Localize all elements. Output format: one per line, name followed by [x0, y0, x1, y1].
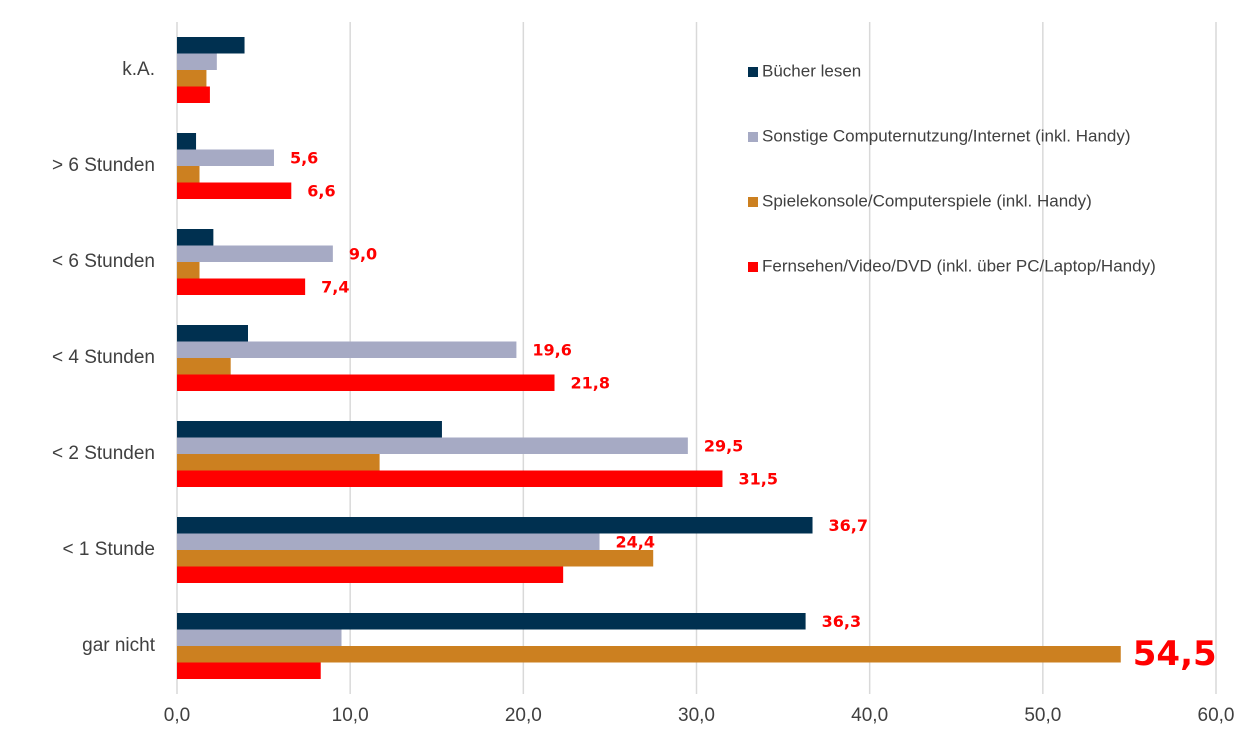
y-tick-label: < 4 Stunden	[52, 347, 155, 368]
data-label: 19,6	[532, 340, 571, 359]
data-label: 31,5	[738, 469, 777, 488]
bar	[177, 646, 1121, 663]
legend-label: Bücher lesen	[762, 61, 861, 80]
y-tick-label: > 6 Stunden	[52, 155, 155, 176]
data-label: 7,4	[321, 277, 349, 296]
y-tick-label: < 2 Stunden	[52, 443, 155, 464]
bar	[177, 166, 200, 183]
bar	[177, 149, 274, 166]
data-label: 29,5	[704, 436, 743, 455]
bar	[177, 133, 197, 150]
bar	[177, 662, 321, 679]
y-tick-label: < 1 Stunde	[63, 539, 155, 560]
bar	[177, 70, 207, 87]
bar	[177, 374, 555, 391]
bar	[177, 421, 442, 438]
bar	[177, 37, 245, 54]
legend-label: Fernsehen/Video/DVD (inkl. über PC/Lapto…	[762, 256, 1156, 275]
bar	[177, 245, 333, 262]
data-label: 54,5	[1133, 634, 1217, 674]
legend-swatch	[748, 132, 758, 142]
bar	[177, 53, 217, 70]
x-tick-label: 50,0	[1024, 705, 1061, 726]
bar	[177, 262, 200, 279]
legend-swatch	[748, 197, 758, 207]
legend-label: Sonstige Computernutzung/Internet (inkl.…	[762, 126, 1131, 145]
bar	[177, 517, 813, 534]
x-tick-label: 20,0	[505, 705, 542, 726]
bar	[177, 341, 517, 358]
bar	[177, 470, 723, 487]
data-label: 5,6	[290, 148, 318, 167]
data-label: 24,4	[616, 532, 655, 551]
bar	[177, 533, 600, 550]
x-tick-label: 30,0	[678, 705, 715, 726]
bar	[177, 454, 380, 471]
y-tick-label: < 6 Stunden	[52, 251, 155, 272]
bar	[177, 613, 806, 630]
data-label: 21,8	[571, 373, 610, 392]
bar	[177, 358, 231, 375]
legend-swatch	[748, 67, 758, 77]
bar	[177, 182, 292, 199]
x-tick-label: 0,0	[164, 705, 190, 726]
y-tick-label: gar nicht	[82, 635, 156, 656]
bar	[177, 629, 342, 646]
data-label: 6,6	[307, 181, 335, 200]
bar	[177, 566, 564, 583]
bar	[177, 86, 210, 103]
bar	[177, 325, 248, 342]
y-tick-label: k.A.	[122, 59, 155, 80]
bar	[177, 550, 654, 567]
x-tick-label: 10,0	[332, 705, 369, 726]
data-label: 36,3	[822, 612, 861, 631]
bar	[177, 229, 214, 246]
x-tick-label: 40,0	[851, 705, 888, 726]
legend-label: Spielekonsole/Computerspiele (inkl. Hand…	[762, 191, 1092, 210]
x-tick-label: 60,0	[1198, 705, 1235, 726]
data-label: 36,7	[829, 516, 868, 535]
data-label: 9,0	[349, 244, 377, 263]
legend-swatch	[748, 262, 758, 272]
bar	[177, 278, 306, 295]
bar	[177, 437, 688, 454]
